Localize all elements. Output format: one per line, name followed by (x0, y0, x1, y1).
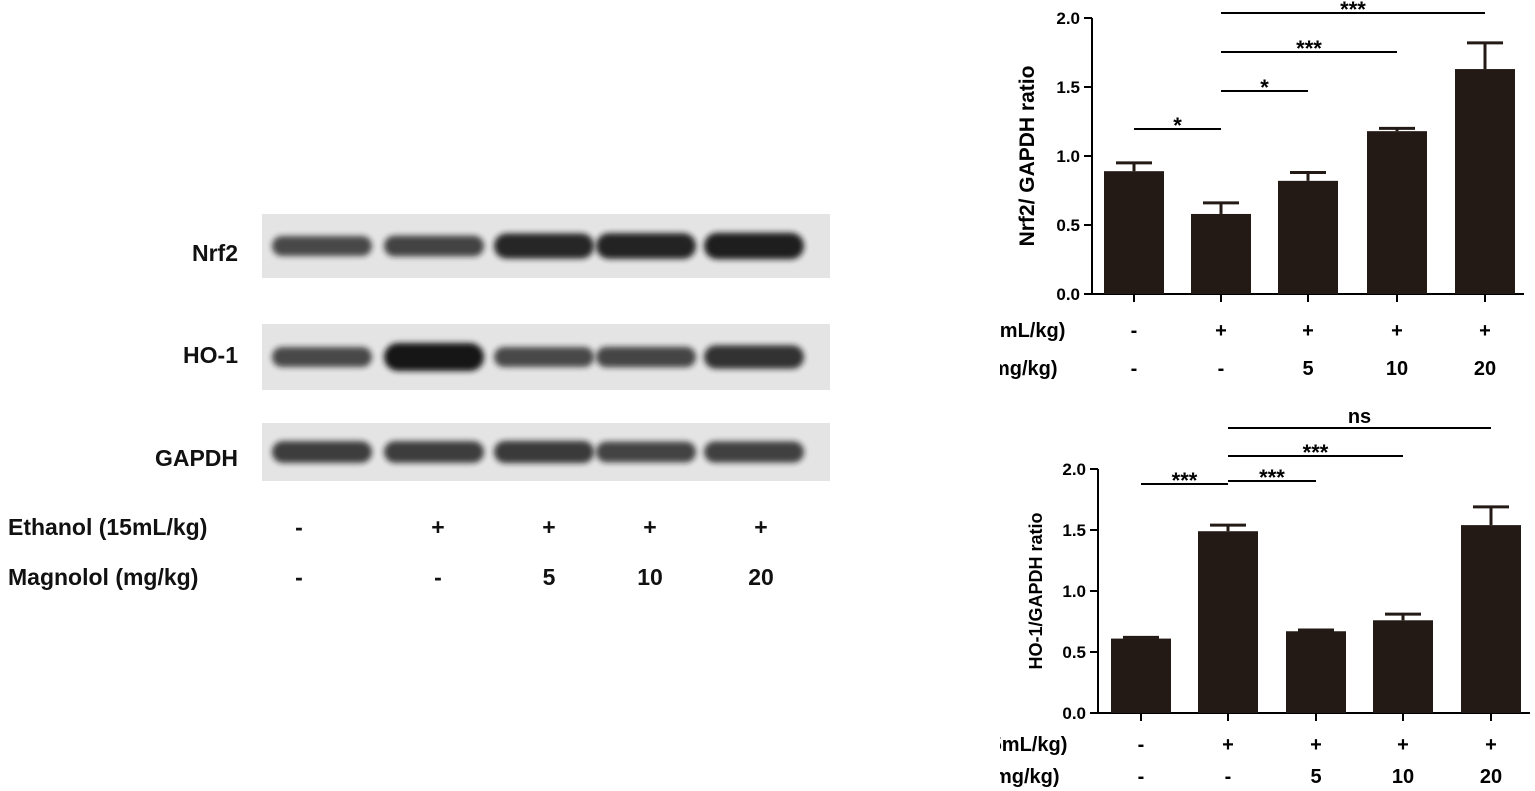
y-axis-label: HO-1/GAPDH ratio (1026, 512, 1046, 669)
magnolol-label: Magnolol (mg/kg) (1000, 358, 1058, 380)
bar (1461, 525, 1521, 713)
ho1-bar-chart: 0.0 0.5 1.0 1.5 2.0 HO-1/GAPDH ratio *** *** ***… (1000, 406, 1530, 788)
magnolol-value: - (1138, 766, 1145, 788)
y-tick-label: 1.5 (1056, 78, 1080, 97)
bar (1367, 131, 1427, 294)
magnolol-value: 5 (1302, 358, 1313, 380)
blot-strip-nrf2 (262, 214, 830, 278)
magnolol-value: - (1131, 358, 1138, 380)
blot-row-label-gapdh: GAPDH (154, 445, 238, 471)
magnolol-label: Magnolol (mg/kg) (1000, 766, 1060, 788)
blot-band (384, 235, 484, 257)
magnolol-value: - (1225, 766, 1232, 788)
bar (1198, 531, 1258, 713)
blot-strip-ho1 (262, 324, 830, 390)
blot-magnolol-value: - (434, 564, 442, 590)
blot-band (272, 347, 372, 367)
ethanol-value: + (1485, 734, 1497, 756)
y-tick-label: 0.0 (1062, 704, 1086, 723)
blot-bands-gapdh (272, 440, 804, 464)
blot-strip-gapdh (262, 423, 830, 481)
blot-bands-nrf2 (272, 232, 804, 260)
y-tick-label: 2.0 (1062, 460, 1086, 479)
y-tick-label: 0.0 (1056, 285, 1080, 304)
blot-ethanol-value: + (754, 514, 768, 540)
blot-band (596, 233, 696, 259)
blot-band (494, 347, 594, 367)
blot-ethanol-label: Ethanol (15mL/kg) (8, 514, 208, 540)
blot-band (272, 441, 372, 463)
y-tick-label: 1.5 (1062, 521, 1086, 540)
y-tick-label: 0.5 (1056, 216, 1080, 235)
bar (1455, 69, 1515, 294)
ethanol-value: + (1215, 320, 1227, 342)
blot-band (596, 346, 696, 368)
blot-band (704, 441, 804, 463)
blot-bands-ho1 (272, 343, 804, 371)
bar (1278, 180, 1338, 294)
blot-magnolol-label: Magnolol (mg/kg) (8, 564, 199, 590)
ethanol-value: + (1397, 734, 1409, 756)
blot-magnolol-value: 10 (637, 564, 663, 590)
ethanol-value: - (1131, 320, 1138, 342)
blot-band (384, 343, 484, 371)
significance-label: *** (1340, 0, 1366, 22)
blot-band (272, 236, 372, 256)
significance-label: ns (1348, 406, 1371, 428)
significance-label: *** (1259, 465, 1285, 490)
significance-label: *** (1303, 440, 1329, 465)
bar (1191, 213, 1251, 294)
ethanol-value: + (1302, 320, 1314, 342)
magnolol-value: 20 (1474, 358, 1496, 380)
blot-band (704, 345, 804, 369)
blot-band (596, 441, 696, 463)
western-blot-panel: Nrf2 HO-1 GAPDH Ethanol (15mL/kg) Magnol… (8, 214, 830, 590)
magnolol-value: - (1218, 358, 1225, 380)
blot-band (494, 233, 594, 259)
blot-row-label-nrf2: Nrf2 (191, 240, 238, 266)
blot-band (704, 232, 804, 260)
blot-ethanol-value: + (431, 514, 445, 540)
magnolol-value: 10 (1392, 766, 1414, 788)
ethanol-label: Ethanol (15mL/kg) (1000, 734, 1067, 756)
bar (1104, 171, 1164, 294)
blot-ethanol-value: + (542, 514, 556, 540)
significance-label: *** (1296, 36, 1322, 61)
magnolol-value: 5 (1310, 766, 1321, 788)
blot-row-label-ho1: HO-1 (183, 342, 238, 368)
ethanol-value: + (1479, 320, 1491, 342)
bar (1373, 620, 1433, 713)
significance-label: *** (1172, 468, 1198, 493)
blot-magnolol-value: 5 (542, 564, 556, 590)
ethanol-value: + (1310, 734, 1322, 756)
y-tick-label: 1.0 (1062, 582, 1086, 601)
significance-label: * (1173, 113, 1182, 138)
y-axis-label: Nrf2/ GAPDH ratio (1016, 66, 1039, 247)
significance-label: * (1260, 75, 1269, 100)
blot-ethanol-value: + (643, 514, 657, 540)
bar (1111, 638, 1171, 713)
ethanol-label: Ethanol (15mL/kg) (1000, 320, 1065, 342)
ethanol-value: - (1138, 734, 1145, 756)
blot-ethanol-value: - (295, 514, 303, 540)
bar (1286, 631, 1346, 713)
y-tick-label: 0.5 (1062, 643, 1086, 662)
ethanol-value: + (1391, 320, 1403, 342)
ethanol-value: + (1222, 734, 1234, 756)
y-tick-label: 2.0 (1056, 9, 1080, 28)
blot-band (494, 440, 594, 464)
blot-magnolol-value: 20 (748, 564, 774, 590)
magnolol-value: 20 (1480, 766, 1502, 788)
blot-magnolol-value: - (295, 564, 303, 590)
blot-band (384, 441, 484, 463)
y-tick-label: 1.0 (1056, 147, 1080, 166)
magnolol-value: 10 (1386, 358, 1408, 380)
